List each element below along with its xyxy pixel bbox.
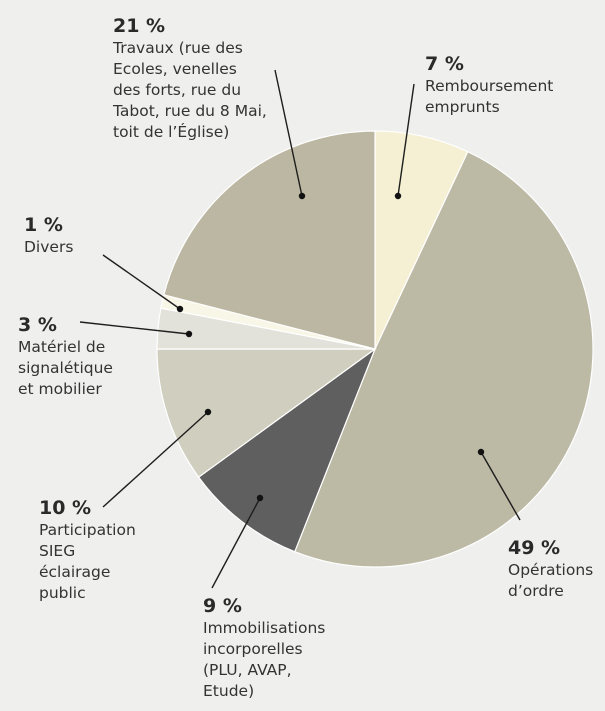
- slice-label-travaux: 21 % Travaux (rue des Ecoles, venelles d…: [113, 14, 267, 143]
- leader-line-divers: [102, 254, 181, 310]
- slice-label-immobilisations: 9 % Immobilisations incorporelles (PLU, …: [203, 594, 325, 702]
- pie-slice-operations: [293, 150, 594, 568]
- leader-dot-travaux: [298, 192, 306, 200]
- leader-dot-remboursement: [394, 192, 402, 200]
- leader-dot-immobilisations: [256, 494, 264, 502]
- slice-percent: 9 %: [203, 595, 242, 617]
- slice-label-divers: 1 % Divers: [24, 213, 73, 258]
- pie-slice-immobilisations: [197, 347, 377, 553]
- slice-label-remboursement: 7 % Remboursement emprunts: [425, 52, 553, 118]
- slice-percent: 10 %: [39, 497, 92, 519]
- slice-label-operations: 49 % Opérations d’ordre: [508, 536, 593, 602]
- leader-line-travaux: [274, 69, 303, 197]
- leader-dot-participation: [204, 408, 212, 416]
- slice-percent: 49 %: [508, 537, 561, 559]
- leader-dot-divers: [176, 305, 184, 313]
- slice-text: Matériel de signalétique et mobilier: [18, 338, 113, 398]
- slice-percent: 1 %: [24, 214, 63, 236]
- leader-line-remboursement: [397, 83, 415, 197]
- leader-line-participation: [102, 411, 209, 508]
- slice-text: Participation SIEG éclairage public: [39, 521, 136, 602]
- slice-percent: 21 %: [113, 15, 166, 37]
- leader-line-operations: [480, 451, 521, 521]
- slice-label-materiel: 3 % Matériel de signalétique et mobilier: [18, 313, 113, 400]
- slice-percent: 7 %: [425, 53, 464, 75]
- leader-line-immobilisations: [211, 497, 261, 589]
- slice-text: Immobilisations incorporelles (PLU, AVAP…: [203, 619, 326, 700]
- slice-label-participation: 10 % Participation SIEG éclairage public: [39, 496, 136, 604]
- leader-line-materiel: [79, 321, 190, 335]
- leader-dot-materiel: [185, 330, 193, 338]
- slice-percent: 3 %: [18, 314, 57, 336]
- leader-dot-operations: [477, 448, 485, 456]
- slice-text: Travaux (rue des Ecoles, venelles des fo…: [113, 39, 267, 141]
- slice-text: Divers: [24, 238, 74, 256]
- slice-text: Remboursement emprunts: [425, 77, 554, 116]
- slice-text: Opérations d’ordre: [508, 561, 594, 600]
- pie-slice-travaux: [163, 130, 376, 350]
- pie-slice-participation: [156, 348, 377, 478]
